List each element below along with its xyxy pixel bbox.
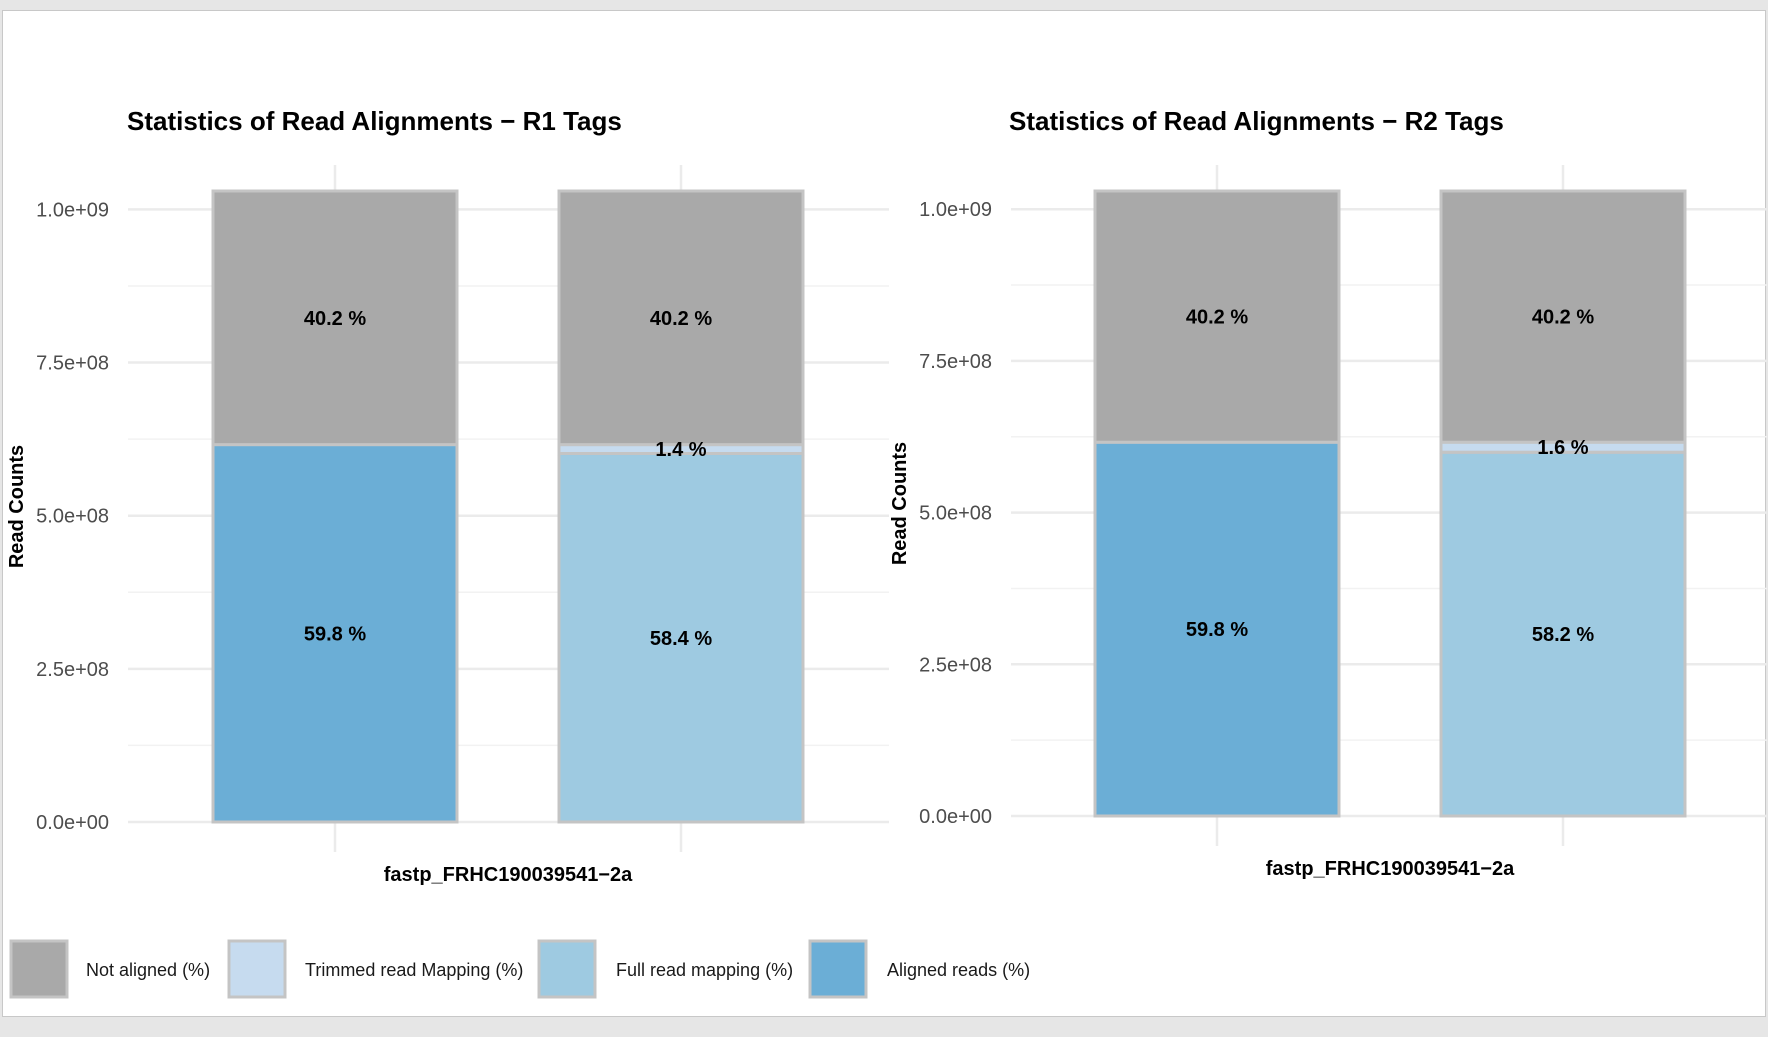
y-tick-label: 2.5e+08 [36, 659, 109, 681]
bar-segment-aligned [211, 443, 459, 824]
y-tick-label: 5.0e+08 [919, 503, 992, 525]
bar-segment-not-aligned [211, 189, 459, 447]
bar-segment-full [557, 452, 805, 824]
data-label: 40.2 % [1186, 307, 1248, 329]
data-label: 1.4 % [655, 439, 706, 461]
y-axis-title: Read Counts [889, 442, 911, 565]
stacked-bar-1: 59.8 % 40.2 % [1093, 189, 1341, 818]
legend-swatch [537, 939, 597, 999]
y-tick-label: 7.5e+08 [919, 351, 992, 373]
y-tick-label: 2.5e+08 [919, 654, 992, 676]
stacked-bar-1: 59.8 % 40.2 % [211, 189, 459, 824]
data-label: 59.8 % [1186, 619, 1248, 641]
legend-label: Trimmed read Mapping (%) [305, 960, 523, 980]
x-axis-title: fastp_FRHC190039541−2a [384, 864, 633, 886]
y-tick-label: 1.0e+09 [919, 199, 992, 221]
data-label: 40.2 % [650, 308, 712, 330]
y-tick-label: 0.0e+00 [36, 812, 109, 834]
data-label: 1.6 % [1537, 437, 1588, 459]
legend-swatch [808, 939, 868, 999]
y-tick-label: 7.5e+08 [36, 353, 109, 375]
legend-swatch [9, 939, 69, 999]
data-label: 40.2 % [304, 308, 366, 330]
bar-segment-full [1439, 450, 1687, 818]
stacked-bar-2: 58.4 % 1.4 % 40.2 % [557, 189, 805, 824]
y-tick-label: 1.0e+09 [36, 199, 109, 221]
chart-panel-1: 59.8 % 40.2 % 58.4 % 1.4 % 40.2 % 0.0e+00 2.5e… [6, 106, 889, 886]
data-label: 58.4 % [650, 628, 712, 650]
figure-canvas: 59.8 % 40.2 % 58.4 % 1.4 % 40.2 % 0.0e+00 2.5e… [6, 106, 1767, 999]
legend-label: Not aligned (%) [86, 960, 210, 980]
legend: Not aligned (%) Trimmed read Mapping (%) F… [9, 939, 1030, 999]
legend-item-full: Full read mapping (%) [537, 939, 793, 999]
y-tick-label: 0.0e+00 [919, 806, 992, 828]
stacked-bar-2: 58.2 % 1.6 % 40.2 % [1439, 189, 1687, 818]
data-label: 40.2 % [1532, 307, 1594, 329]
legend-label: Aligned reads (%) [887, 960, 1030, 980]
legend-item-not-aligned: Not aligned (%) [9, 939, 210, 999]
figure-frame: 59.8 % 40.2 % 58.4 % 1.4 % 40.2 % 0.0e+00 2.5e… [2, 10, 1767, 1017]
chart-title: Statistics of Read Alignments − R2 Tags [1009, 106, 1504, 136]
data-label: 59.8 % [304, 623, 366, 645]
y-tick-label: 5.0e+08 [36, 506, 109, 528]
legend-item-trimmed: Trimmed read Mapping (%) [227, 939, 523, 999]
chart-title: Statistics of Read Alignments − R1 Tags [127, 106, 622, 136]
legend-swatch [227, 939, 287, 999]
x-axis-title: fastp_FRHC190039541−2a [1266, 858, 1515, 880]
data-label: 58.2 % [1532, 624, 1594, 646]
legend-label: Full read mapping (%) [616, 960, 793, 980]
legend-item-aligned: Aligned reads (%) [808, 939, 1030, 999]
y-axis-title: Read Counts [6, 445, 28, 568]
bar-segment-not-aligned [1439, 189, 1687, 444]
bar-segment-not-aligned [557, 189, 805, 447]
bar-segment-not-aligned [1093, 189, 1341, 444]
chart-panels: 59.8 % 40.2 % 58.4 % 1.4 % 40.2 % 0.0e+00 2.5e… [6, 106, 1767, 886]
chart-panel-2: 59.8 % 40.2 % 58.2 % 1.6 % 40.2 % 0.0e+00 2.5e… [889, 106, 1767, 880]
